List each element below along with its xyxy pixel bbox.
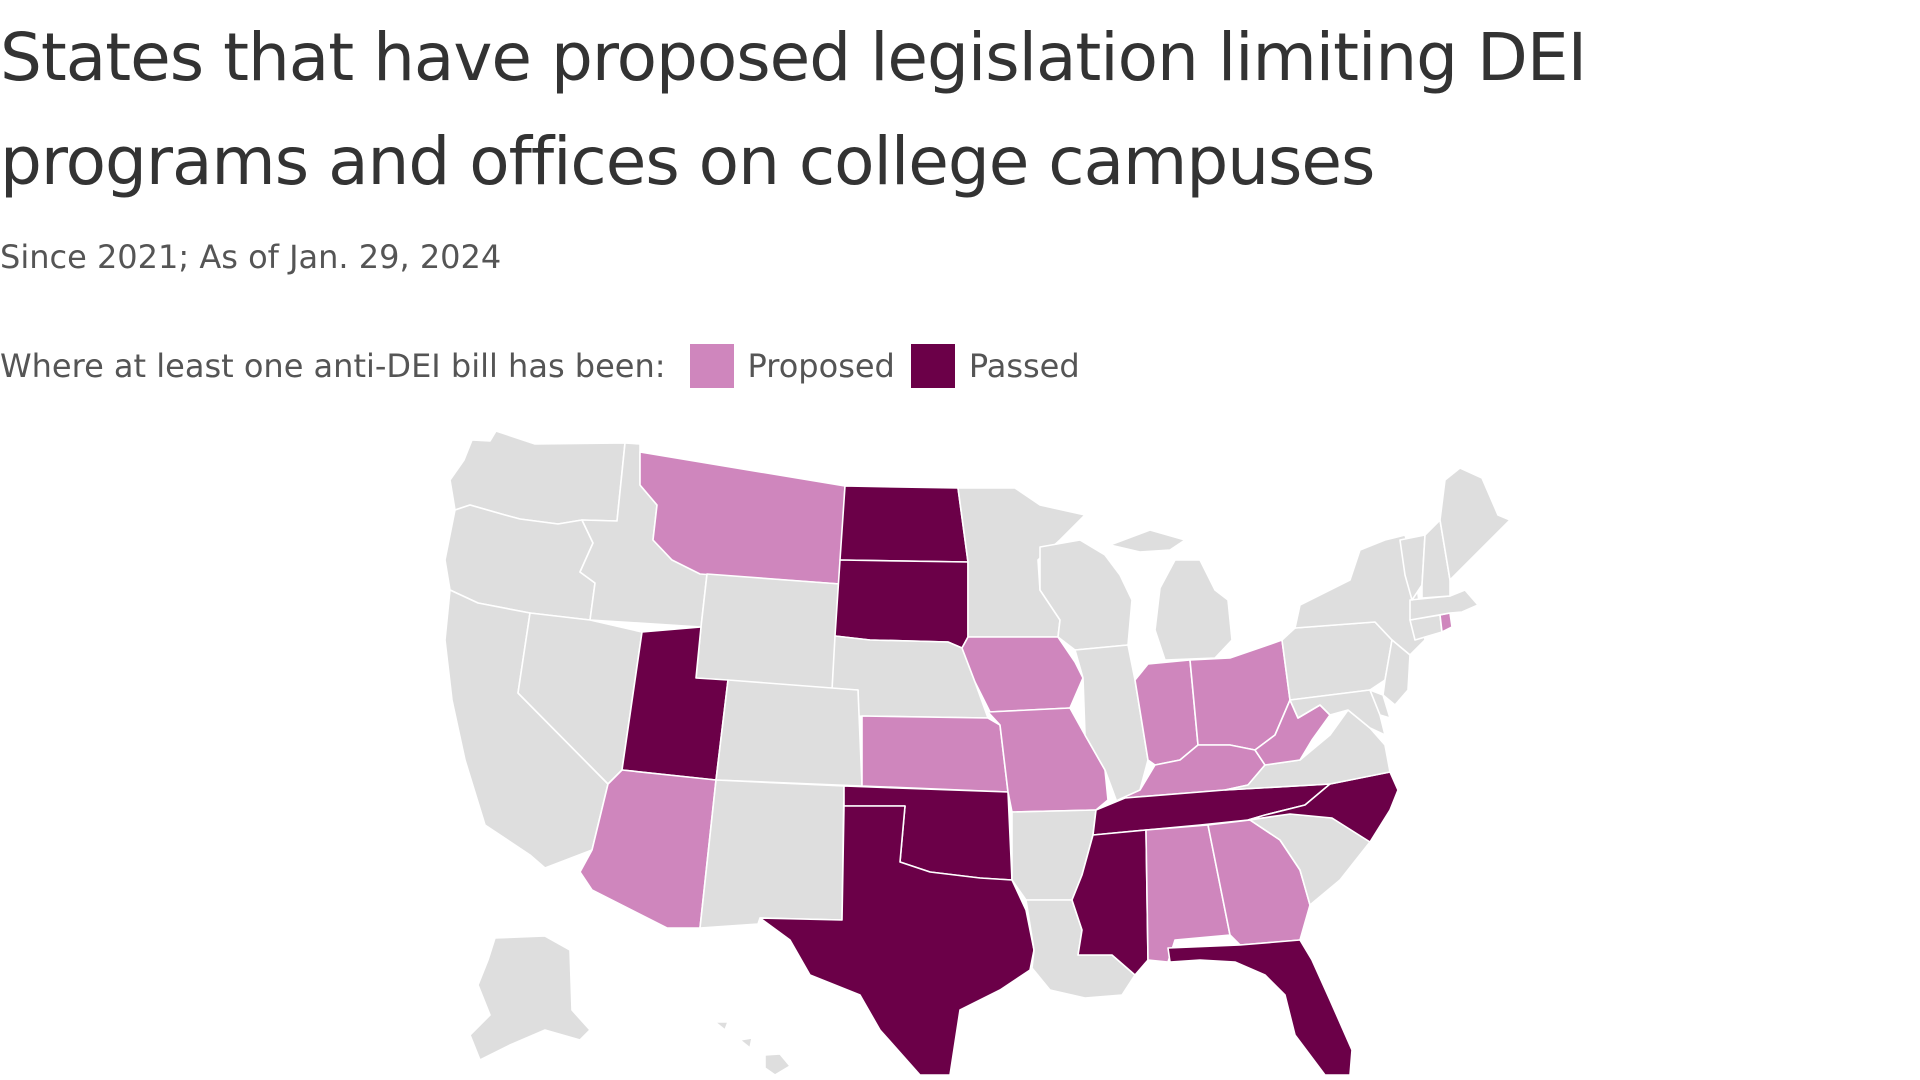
legend-label-passed: Passed (968, 347, 1080, 385)
state-FL[interactable] (1167, 939, 1353, 1076)
state-MI[interactable] (1109, 529, 1233, 661)
legend-swatch-passed (910, 344, 955, 388)
legend-label-proposed: Proposed (747, 347, 895, 385)
state-HI[interactable] (714, 1021, 791, 1076)
state-CO[interactable] (715, 679, 863, 787)
state-ND[interactable] (839, 485, 969, 563)
state-SD[interactable] (834, 559, 969, 649)
state-MA[interactable] (1409, 589, 1479, 621)
state-AK[interactable] (469, 935, 591, 1061)
legend-lead: Where at least one anti-DEI bill has bee… (0, 347, 666, 385)
state-VT[interactable] (1399, 534, 1426, 601)
subtitle: Since 2021; As of Jan. 29, 2024 (0, 238, 502, 276)
state-RI[interactable] (1439, 612, 1453, 633)
state-DE[interactable] (1369, 689, 1391, 719)
state-ME[interactable] (1439, 467, 1511, 581)
state-MN[interactable] (957, 487, 1086, 638)
state-TX[interactable] (759, 805, 1035, 1076)
page-title: States that have proposed legislation li… (0, 19, 1587, 200)
state-NJ[interactable] (1382, 639, 1411, 706)
state-KS[interactable] (861, 715, 1009, 793)
state-PA[interactable] (1281, 621, 1393, 701)
state-WY[interactable] (695, 573, 841, 691)
legend: Where at least one anti-DEI bill has bee… (0, 344, 1096, 388)
legend-swatch-proposed (689, 344, 734, 388)
state-MO[interactable] (987, 707, 1109, 813)
state-NC[interactable] (1247, 771, 1399, 843)
legend-item-passed: Passed (910, 344, 1080, 388)
legend-item-proposed: Proposed (689, 344, 895, 388)
state-NM[interactable] (699, 779, 845, 929)
